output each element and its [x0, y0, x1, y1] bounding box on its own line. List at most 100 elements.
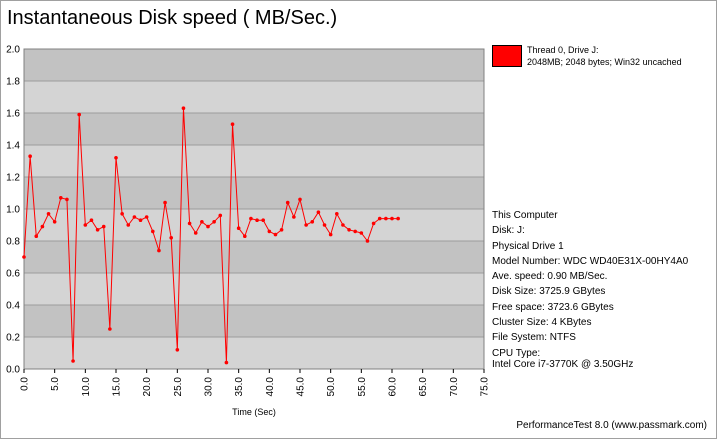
data-point — [341, 223, 345, 227]
data-point — [206, 224, 210, 229]
info-disk-size: Disk Size: 3725.9 GBytes — [492, 286, 606, 298]
data-point — [292, 215, 296, 219]
data-point — [322, 223, 327, 227]
data-point — [335, 212, 339, 216]
plot-band — [24, 337, 484, 369]
info-cpu-type: CPU Type: — [492, 347, 541, 359]
data-point — [212, 220, 216, 224]
x-tick-label: 70.0 — [449, 377, 460, 397]
y-tick-label: 2.0 — [6, 45, 20, 56]
system-info-panel: This Computer Disk: J: Physical Drive 1 … — [492, 208, 688, 372]
data-point — [108, 327, 112, 331]
y-tick-label: 0.6 — [6, 269, 20, 280]
data-point — [243, 234, 247, 238]
data-point — [304, 223, 308, 227]
data-point — [157, 248, 161, 253]
data-point — [46, 212, 51, 216]
plot-band — [24, 273, 484, 305]
data-point — [236, 226, 241, 230]
data-point — [151, 229, 155, 234]
info-avg-speed: Ave. speed: 0.90 MB/Sec. — [492, 271, 608, 283]
footer-credit: PerformanceTest 8.0 (www.passmark.com) — [516, 420, 707, 431]
x-tick-label: 50.0 — [326, 377, 337, 397]
plot-band — [24, 81, 484, 113]
data-point — [114, 156, 118, 160]
data-point — [249, 216, 253, 221]
data-point — [298, 197, 302, 202]
y-tick-label: 0.4 — [6, 301, 20, 312]
data-point — [359, 231, 364, 235]
data-point — [230, 122, 235, 126]
data-point — [34, 234, 39, 238]
data-point — [40, 224, 45, 229]
data-point — [120, 212, 124, 216]
plot-band — [24, 177, 484, 209]
data-point — [200, 220, 204, 224]
data-point — [193, 231, 198, 235]
x-tick-label: 75.0 — [480, 377, 491, 397]
data-point — [65, 197, 69, 202]
data-point — [163, 200, 167, 205]
x-tick-label: 15.0 — [112, 377, 123, 397]
data-point — [71, 359, 75, 363]
data-point — [273, 232, 278, 237]
plot-band — [24, 113, 484, 145]
x-tick-label: 30.0 — [204, 377, 215, 397]
y-tick-label: 0.0 — [6, 365, 20, 376]
legend: Thread 0, Drive J: 2048MB; 2048 bytes; W… — [527, 44, 682, 68]
y-tick-label: 1.0 — [6, 205, 20, 216]
data-point — [77, 112, 81, 117]
data-point — [261, 218, 266, 222]
data-point — [138, 218, 143, 222]
x-axis-label: Time (Sec) — [232, 407, 276, 417]
data-point — [101, 224, 106, 229]
data-point — [285, 200, 290, 205]
plot-band — [24, 305, 484, 337]
data-point — [396, 216, 400, 221]
plot-band — [24, 241, 484, 273]
x-tick-label: 60.0 — [388, 377, 399, 397]
plot-band — [24, 209, 484, 241]
data-point — [132, 215, 137, 219]
data-point — [59, 196, 63, 200]
data-point — [218, 213, 223, 218]
data-point — [371, 221, 376, 226]
x-tick-label: 5.0 — [50, 377, 61, 391]
y-tick-label: 1.6 — [6, 109, 20, 120]
legend-line-2: 2048MB; 2048 bytes; Win32 uncached — [527, 57, 682, 67]
info-model: Model Number: WDC WD40E31X-00HY4A0 — [492, 255, 689, 267]
data-point — [28, 154, 32, 158]
data-point — [390, 216, 394, 221]
data-point — [316, 210, 321, 214]
data-point — [279, 228, 284, 232]
plot-border — [23, 48, 485, 370]
plot-band — [24, 145, 484, 177]
data-point — [169, 236, 173, 240]
info-file-system: File System: NTFS — [492, 332, 576, 344]
info-disk: Disk: J: — [492, 225, 525, 237]
data-point — [95, 228, 100, 232]
x-tick-label: 45.0 — [296, 377, 307, 397]
legend-line-1: Thread 0, Drive J: — [527, 45, 599, 55]
data-point — [126, 223, 131, 227]
data-point — [89, 218, 94, 222]
data-point — [255, 218, 259, 222]
data-point — [181, 106, 186, 110]
data-point — [83, 223, 88, 227]
x-tick-label: 65.0 — [418, 377, 429, 397]
data-point — [353, 229, 358, 234]
x-tick-label: 35.0 — [234, 377, 245, 397]
x-tick-label: 40.0 — [265, 377, 276, 397]
legend-swatch — [492, 45, 522, 67]
x-tick-label: 20.0 — [142, 377, 153, 397]
info-free-space: Free space: 3723.6 GBytes — [492, 301, 614, 313]
data-point — [52, 220, 57, 224]
data-point — [267, 229, 272, 234]
data-point — [377, 216, 382, 221]
data-point — [22, 255, 26, 259]
data-point — [144, 215, 149, 219]
x-tick-label: 10.0 — [81, 377, 92, 397]
data-point — [347, 228, 351, 232]
data-point — [310, 220, 315, 224]
